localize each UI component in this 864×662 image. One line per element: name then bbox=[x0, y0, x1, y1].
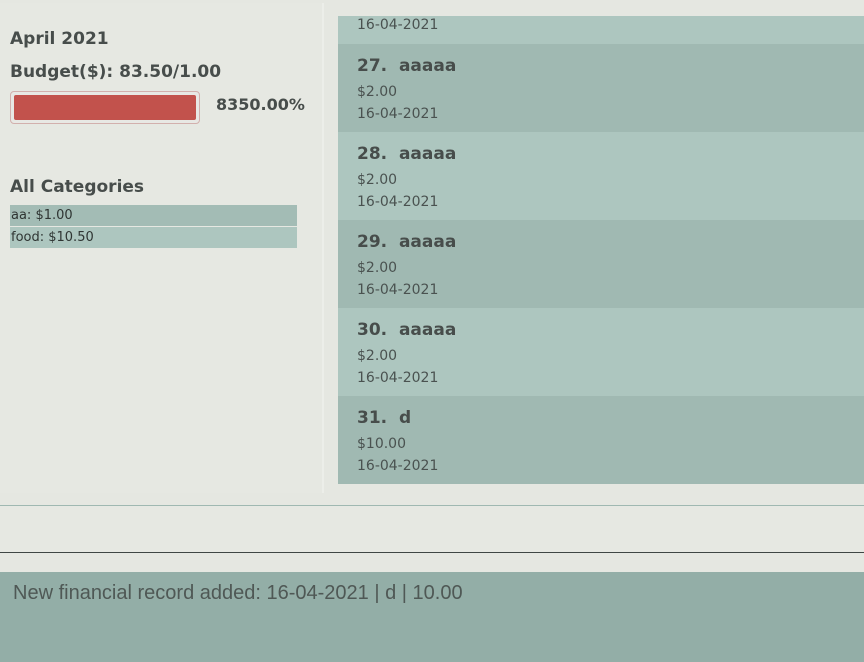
record-amount: $10.00 bbox=[357, 436, 406, 452]
list-item[interactable]: 30. aaaaa $2.00 16-04-2021 bbox=[338, 308, 864, 396]
list-item[interactable]: 16-04-2021 bbox=[338, 16, 864, 44]
record-title: 31. d bbox=[357, 408, 412, 428]
record-date: 16-04-2021 bbox=[357, 194, 439, 210]
record-amount: $2.00 bbox=[357, 84, 398, 100]
list-item[interactable]: 27. aaaaa $2.00 16-04-2021 bbox=[338, 44, 864, 132]
budget-label: Budget($): 83.50/1.00 bbox=[10, 62, 222, 82]
list-item[interactable]: 29. aaaaa $2.00 16-04-2021 bbox=[338, 220, 864, 308]
record-amount: $2.00 bbox=[357, 348, 398, 364]
record-date: 16-04-2021 bbox=[357, 106, 439, 122]
budget-progress-bar bbox=[10, 91, 200, 124]
category-item-aa[interactable]: aa: $1.00 bbox=[10, 205, 297, 226]
result-message: New financial record added: 16-04-2021 |… bbox=[13, 582, 463, 604]
budget-progress-fill bbox=[14, 95, 196, 120]
record-amount: $2.00 bbox=[357, 260, 398, 276]
record-title: 27. aaaaa bbox=[357, 56, 457, 76]
record-date: 16-04-2021 bbox=[357, 282, 439, 298]
month-title: April 2021 bbox=[10, 29, 109, 49]
list-item[interactable]: 28. aaaaa $2.00 16-04-2021 bbox=[338, 132, 864, 220]
category-item-food[interactable]: food: $10.50 bbox=[10, 227, 297, 248]
result-display: New financial record added: 16-04-2021 |… bbox=[0, 572, 864, 662]
record-date: 16-04-2021 bbox=[357, 458, 439, 474]
record-title: 30. aaaaa bbox=[357, 320, 457, 340]
record-amount: $2.00 bbox=[357, 172, 398, 188]
categories-title: All Categories bbox=[10, 177, 145, 197]
list-item[interactable]: 31. d $10.00 16-04-2021 bbox=[338, 396, 864, 484]
command-input[interactable] bbox=[0, 506, 864, 552]
command-box[interactable] bbox=[0, 505, 864, 553]
summary-panel: April 2021 Budget($): 83.50/1.00 8350.00… bbox=[0, 3, 324, 493]
record-list[interactable]: 16-04-2021 27. aaaaa $2.00 16-04-2021 28… bbox=[338, 16, 864, 484]
record-title: 28. aaaaa bbox=[357, 144, 457, 164]
budget-progress-percent: 8350.00% bbox=[216, 95, 305, 114]
record-date: 16-04-2021 bbox=[357, 17, 439, 33]
category-list[interactable]: aa: $1.00 food: $10.50 bbox=[10, 205, 297, 249]
record-date: 16-04-2021 bbox=[357, 370, 439, 386]
record-title: 29. aaaaa bbox=[357, 232, 457, 252]
